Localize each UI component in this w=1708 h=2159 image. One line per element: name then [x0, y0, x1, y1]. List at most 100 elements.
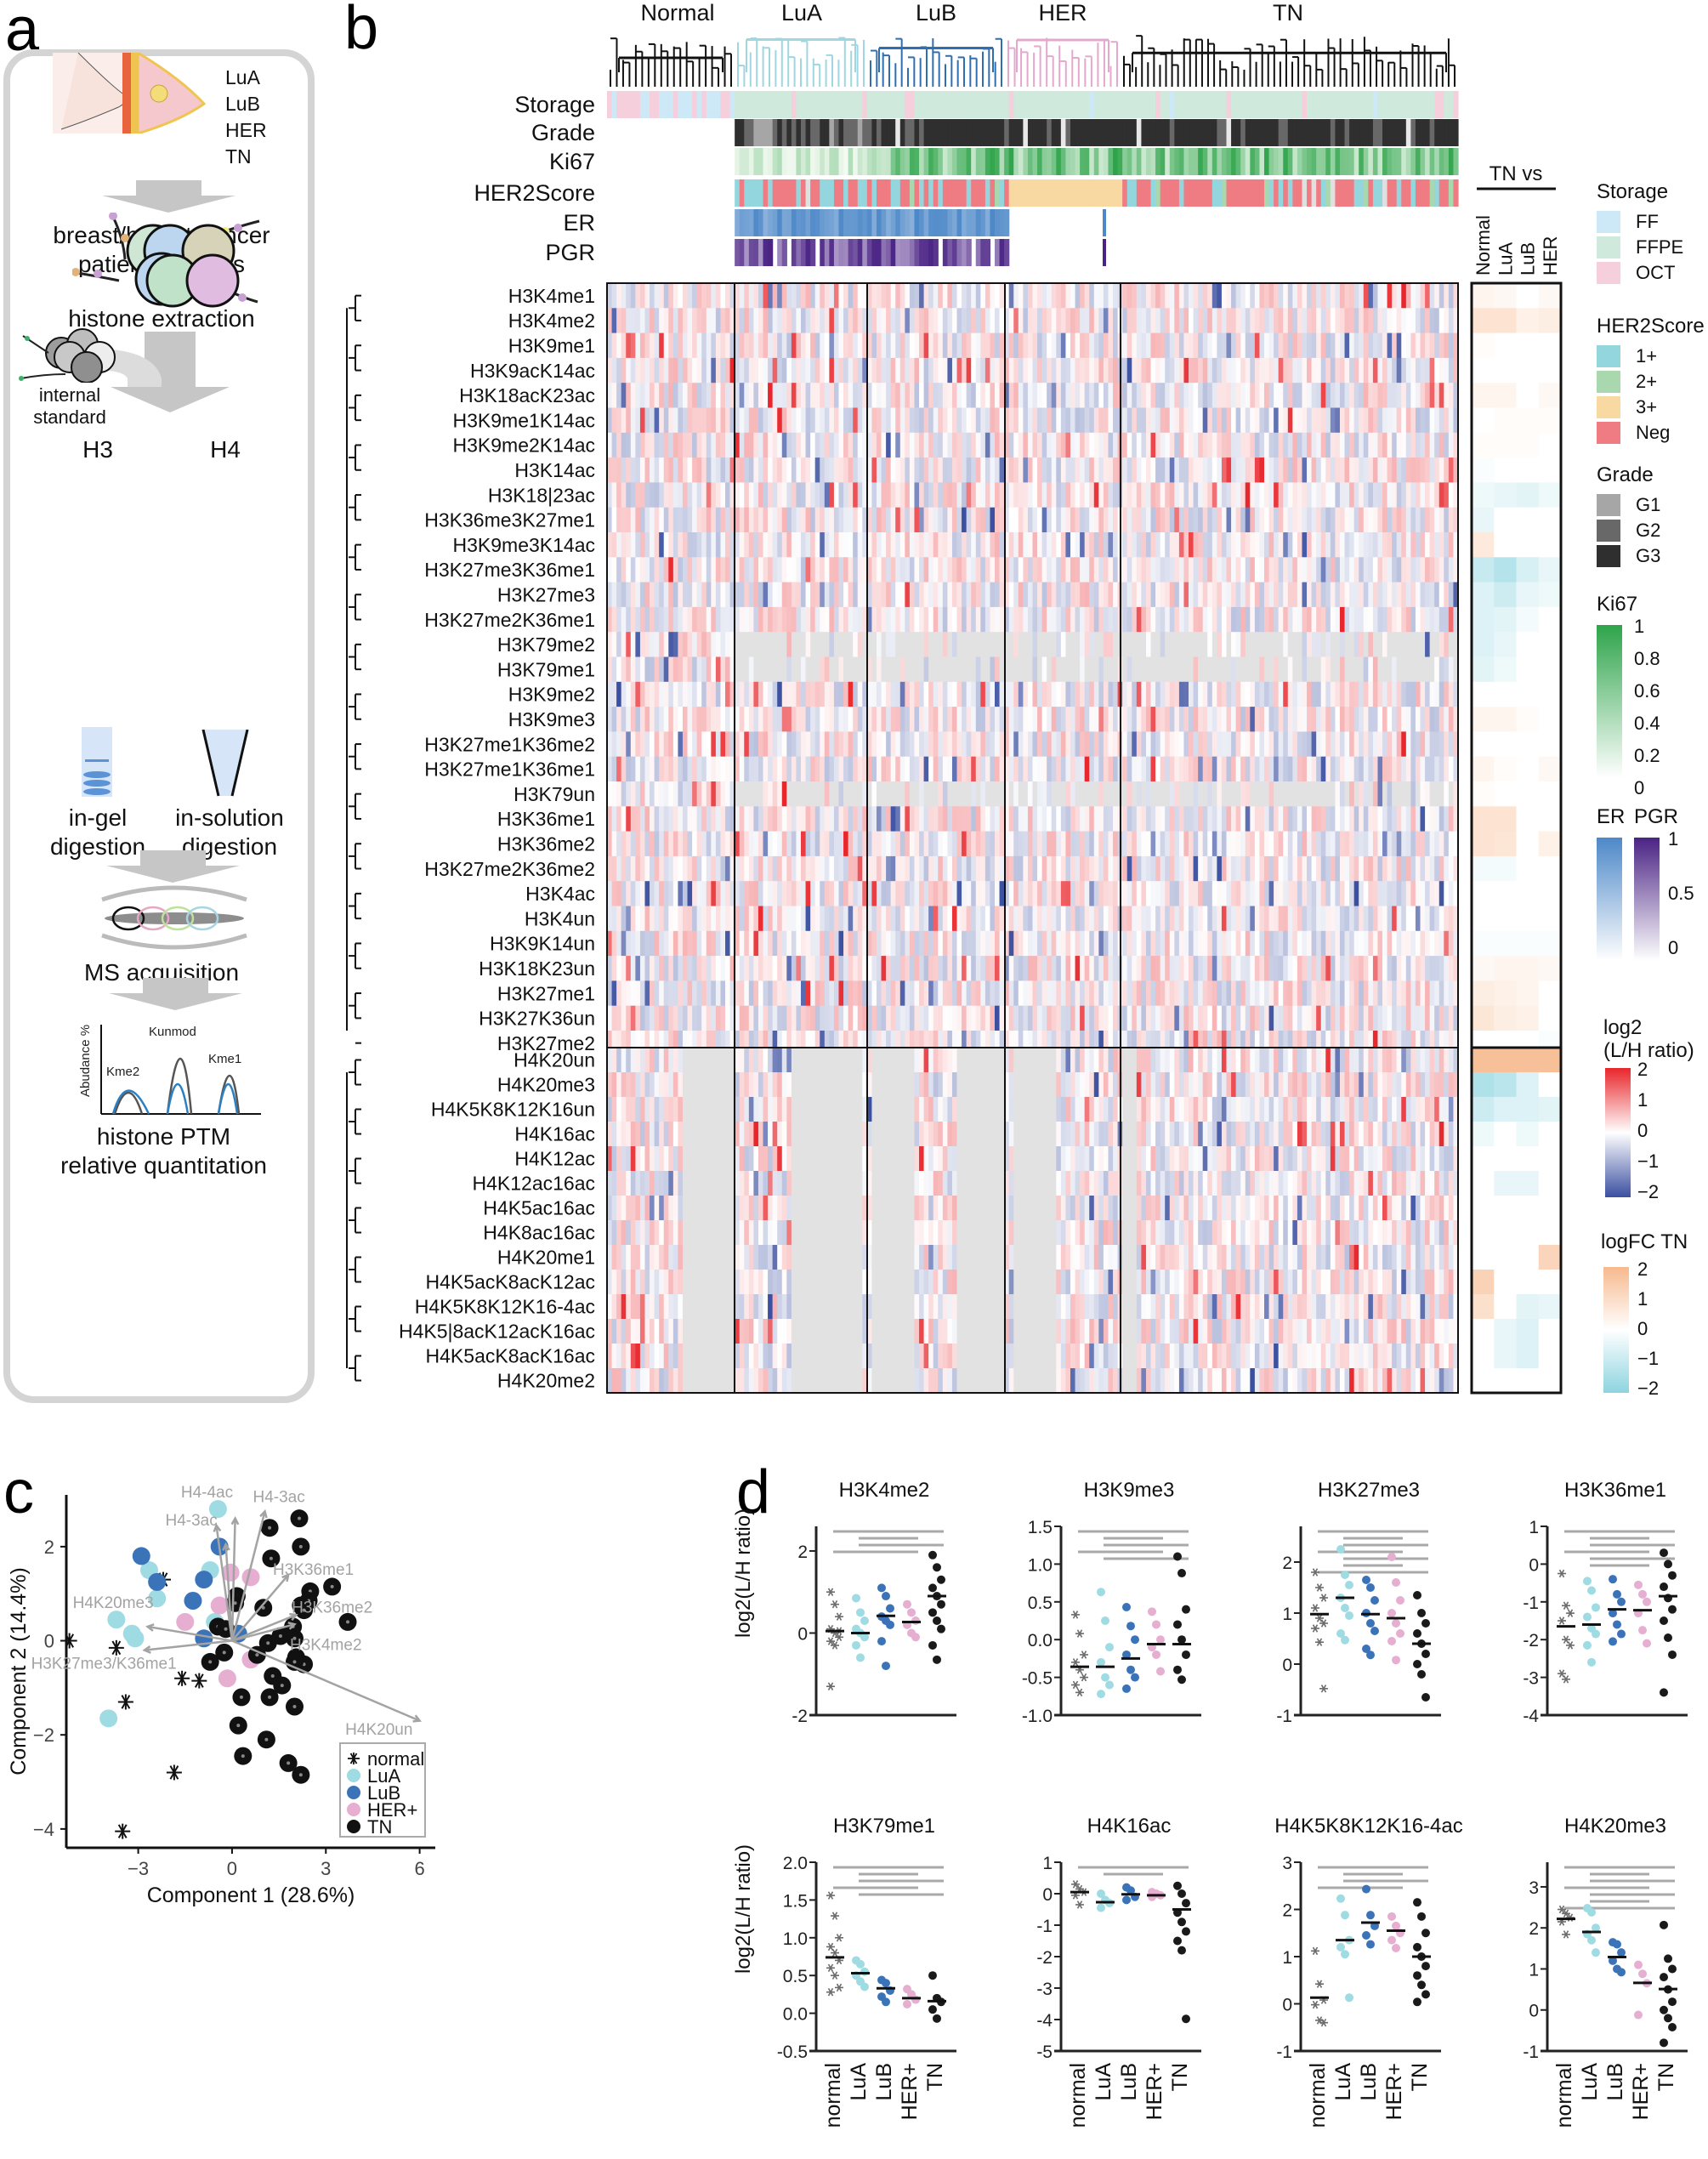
h3-cell [951, 707, 958, 732]
grade-cell [1093, 119, 1099, 146]
h3-cell [1056, 707, 1062, 732]
h3-cell [947, 383, 953, 408]
h3-cell [1108, 332, 1114, 359]
h3-cell [763, 707, 769, 732]
h3-cell [1221, 806, 1228, 832]
h3-cell [720, 557, 726, 583]
h3-cell [1330, 532, 1336, 558]
h3-cell [1274, 731, 1280, 758]
h3-cell [729, 308, 735, 334]
h3-cell [843, 557, 849, 583]
h3-cell [1387, 806, 1393, 832]
h3-cell [1307, 606, 1313, 633]
down-arrow-icon [102, 180, 235, 213]
h3-cell [1047, 507, 1053, 533]
h3-cell [1065, 781, 1071, 807]
h3-cell [1307, 532, 1313, 558]
h3-cell [942, 457, 948, 483]
h3-cell [1023, 632, 1029, 657]
h3-cell [706, 582, 712, 608]
h3-cell [1410, 557, 1416, 583]
pgr-cell [871, 239, 877, 266]
h3-cell [824, 407, 830, 434]
h3-cell [739, 283, 745, 309]
h3-cell [923, 283, 929, 309]
h3-cell [706, 482, 712, 509]
h3-cell [909, 632, 916, 657]
h3-cell [866, 731, 873, 758]
h3-cell [1084, 357, 1090, 384]
h3-cell [654, 681, 660, 707]
h3-cell [805, 457, 811, 483]
h3-cell [1174, 632, 1180, 657]
h3-cell [1387, 332, 1393, 359]
h3-cell [890, 457, 896, 483]
storage-cell [796, 91, 802, 118]
h3-cell [1368, 606, 1374, 633]
h3-cell [990, 632, 996, 657]
h3-cell [1429, 507, 1435, 533]
h3-cell [985, 681, 991, 707]
h3-cell [692, 806, 698, 832]
h3-cell [985, 656, 991, 683]
h3-cell [1405, 656, 1411, 683]
h3-cell [833, 781, 840, 807]
h3-cell [838, 332, 844, 359]
h3-cell [838, 632, 844, 657]
h3-cell [1259, 507, 1265, 533]
her2-cell [947, 179, 953, 207]
er-cell [857, 209, 863, 236]
ki67-cell [862, 148, 868, 175]
h3-cell [843, 407, 849, 434]
h3-cell [720, 432, 726, 458]
h3-cell [1410, 283, 1416, 309]
h3-cell [1448, 731, 1455, 758]
h3-cell [1434, 582, 1440, 608]
h3-cell [663, 806, 669, 832]
h3-cell [626, 407, 632, 434]
h3-cell [1093, 482, 1099, 509]
h3-cell [1368, 457, 1374, 483]
h3-cell [1008, 606, 1014, 633]
h3-cell [692, 283, 698, 309]
h3-cell [1444, 681, 1450, 707]
h3-cell [715, 432, 722, 458]
h3-cell [1268, 656, 1274, 683]
ki67-cell [838, 148, 844, 175]
h3-cell [696, 283, 702, 309]
h3-cell [1325, 632, 1331, 657]
h3-cell [607, 383, 613, 408]
h3-cell [1056, 731, 1062, 758]
h3-cell [1004, 806, 1010, 832]
h3-cell [871, 756, 877, 782]
h3-cell [1420, 482, 1426, 509]
h3-cell [1226, 507, 1232, 533]
h3-cell [1198, 681, 1204, 707]
h3-cell [1217, 806, 1223, 832]
h3-cell [833, 332, 840, 359]
storage-cell [838, 91, 844, 118]
h3-cell [758, 457, 764, 483]
h3-cell [739, 308, 745, 334]
h3-cell [1287, 432, 1293, 458]
h3-cell [928, 681, 934, 707]
h3-cell [1429, 756, 1435, 782]
h3-cell [650, 681, 655, 707]
h3-cell [1160, 756, 1166, 782]
h3-cell [1429, 582, 1435, 608]
h3-cell [1226, 731, 1232, 758]
h3-cell [871, 308, 877, 334]
h3-cell [833, 432, 840, 458]
h3-cell [1089, 457, 1095, 483]
h3-cell [999, 557, 1005, 583]
h3-cell [1051, 357, 1057, 384]
h3-cell [1132, 357, 1138, 384]
h3-cell [1198, 507, 1204, 533]
h3-cell [1122, 582, 1128, 608]
her2-cell [1178, 179, 1185, 207]
pgr-cell [909, 239, 916, 266]
h3-cell [1108, 283, 1114, 309]
h3-cell [753, 806, 759, 832]
ki67-cell [909, 148, 916, 175]
storage-cell [1240, 91, 1246, 118]
